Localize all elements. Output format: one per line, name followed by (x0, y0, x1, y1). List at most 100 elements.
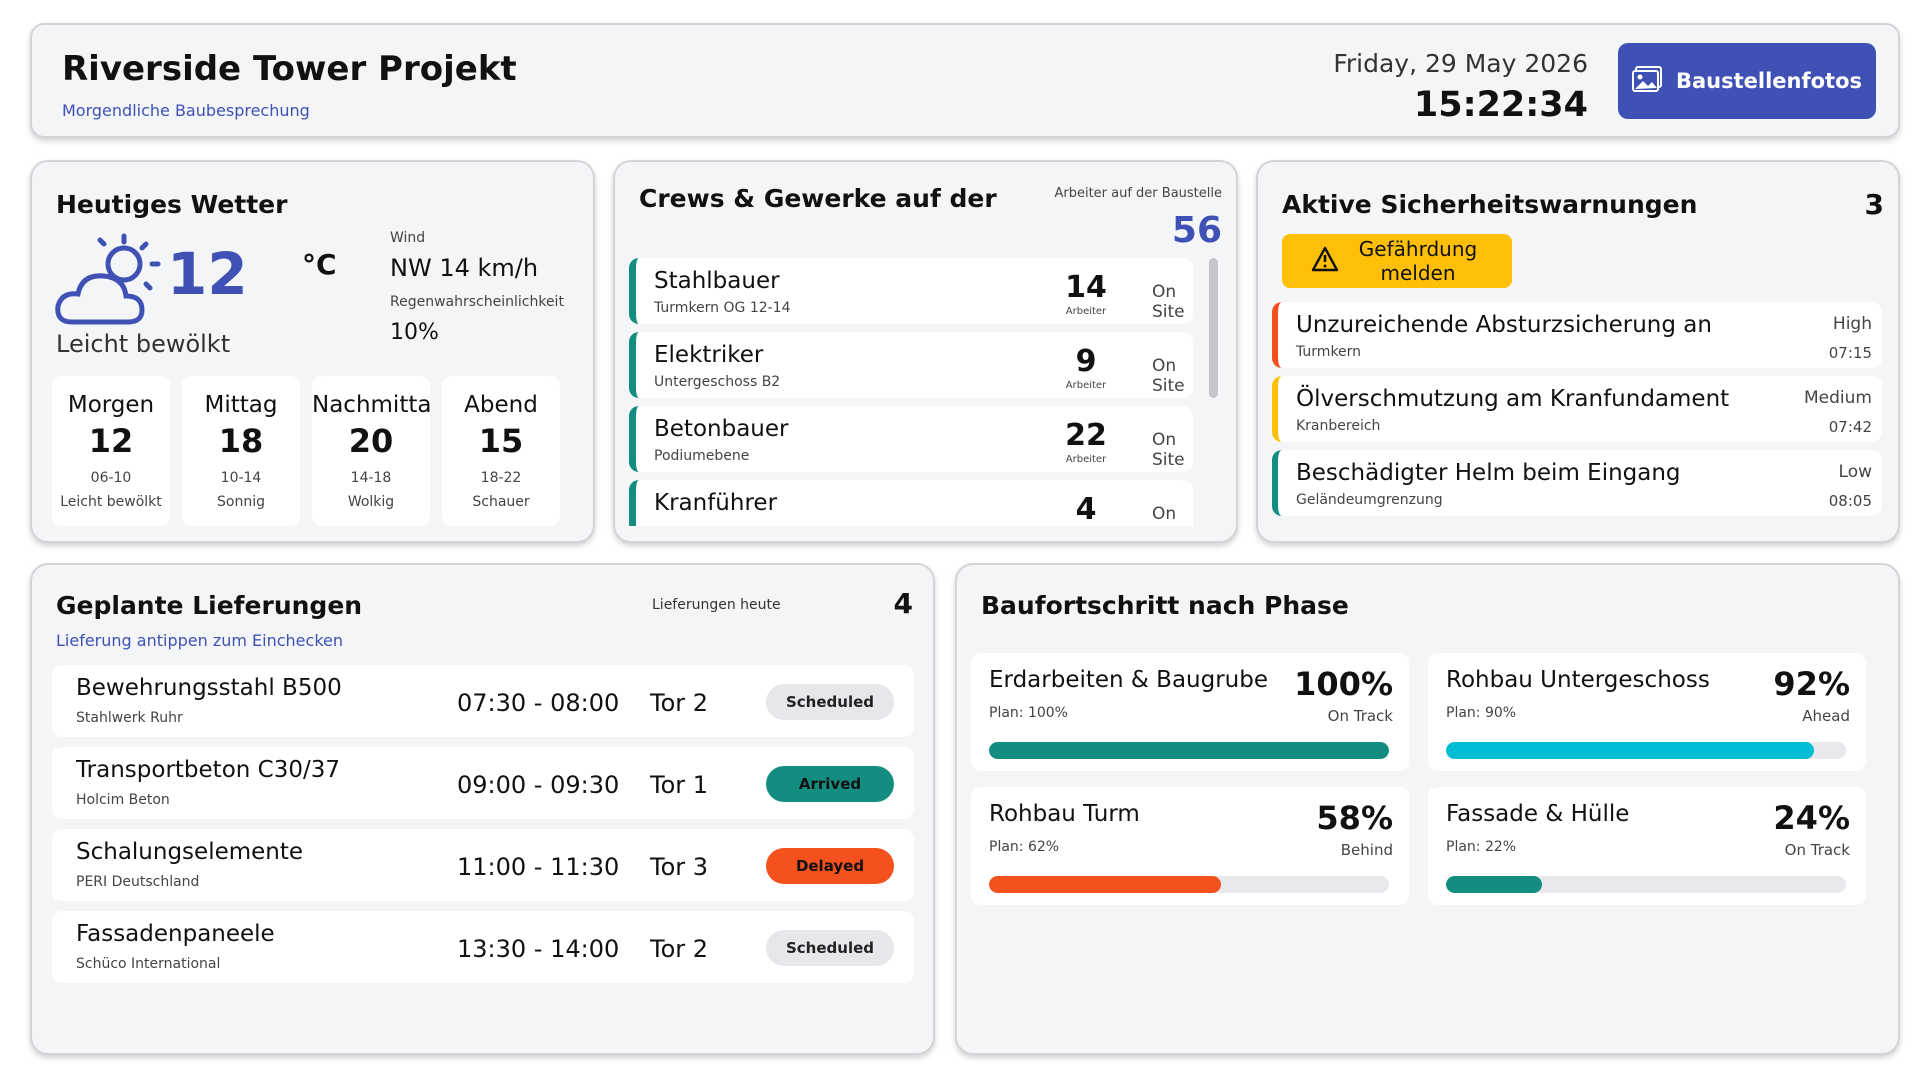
phase-progress-track (989, 742, 1389, 759)
phase-status: On Track (1784, 841, 1850, 859)
forecast-tile: Mittag 18 10-14 Sonnig (182, 376, 300, 526)
forecast-condition: Sonnig (217, 494, 265, 510)
alert-time: 07:42 (1828, 418, 1872, 436)
delivery-name: Schalungselemente (76, 839, 304, 865)
phase-name: Erdarbeiten & Baugrube (989, 667, 1269, 693)
phase-plan: Plan: 100% (989, 705, 1068, 721)
phase-percent: 100% (1294, 665, 1393, 703)
current-date: Friday, 29 May 2026 (1333, 49, 1588, 78)
delivery-supplier: PERI Deutschland (76, 874, 200, 890)
crew-row[interactable]: Elektriker Untergeschoss B2 9 Arbeiter O… (629, 332, 1193, 398)
phase-progress-track (1446, 742, 1846, 759)
crew-row[interactable]: Kranführer 4 Arbeiter On Site (629, 480, 1193, 526)
alert-location: Geländeumgrenzung (1296, 492, 1443, 508)
wind-label: Wind (390, 230, 426, 246)
forecast-tile: Morgen 12 06-10 Leicht bewölkt (52, 376, 170, 526)
forecast-temp: 20 (348, 422, 394, 460)
alert-location: Kranbereich (1296, 418, 1381, 434)
wind-value: NW 14 km/h (390, 254, 539, 282)
delivery-row[interactable]: Fassadenpaneele Schüco International 13:… (52, 911, 914, 983)
phase-progress-fill (1446, 742, 1814, 759)
crew-count-label: Arbeiter (1065, 306, 1107, 317)
crew-name: Elektriker (654, 342, 764, 368)
delivery-row[interactable]: Bewehrungsstahl B500 Stahlwerk Ruhr 07:3… (52, 665, 914, 737)
crews-title: Crews & Gewerke auf der (639, 184, 997, 213)
safety-alert-row[interactable]: Beschädigter Helm beim Eingang Geländeum… (1272, 450, 1882, 516)
current-time: 15:22:34 (1413, 85, 1588, 125)
delivery-status-badge: Delayed (766, 848, 894, 884)
alert-title: Unzureichende Absturzsicherung an (1296, 312, 1712, 338)
weather-condition: Leicht bewölkt (56, 330, 231, 358)
phase-name: Rohbau Untergeschoss (1446, 667, 1710, 693)
forecast-period: Morgen (67, 392, 155, 418)
phase-percent: 24% (1773, 799, 1850, 837)
partly-cloudy-icon (54, 230, 164, 334)
current-temperature: 12 (167, 240, 248, 308)
safety-title: Aktive Sicherheitswarnungen (1282, 190, 1698, 219)
report-hazard-button[interactable]: Gefährdung melden (1282, 234, 1512, 288)
delivery-row[interactable]: Transportbeton C30/37 Holcim Beton 09:00… (52, 747, 914, 819)
phase-status: On Track (1327, 707, 1393, 725)
deliveries-today-count: 4 (893, 587, 913, 620)
phase-card[interactable]: Rohbau Turm Plan: 62% 58% Behind (971, 787, 1409, 905)
crew-count: 14 (1065, 270, 1107, 305)
forecast-range: 06-10 (90, 470, 132, 486)
delivery-row[interactable]: Schalungselemente PERI Deutschland 11:00… (52, 829, 914, 901)
site-photos-label: Baustellenfotos (1675, 69, 1863, 93)
alert-time: 07:15 (1828, 344, 1872, 362)
phase-plan: Plan: 62% (989, 839, 1060, 855)
crew-row[interactable]: Stahlbauer Turmkern OG 12-14 14 Arbeiter… (629, 258, 1193, 324)
crews-card: Crews & Gewerke auf der Arbeiter auf der… (613, 160, 1238, 543)
alert-severity: High (1832, 314, 1872, 334)
workers-on-site-label: Arbeiter auf der Baustelle (1054, 186, 1222, 201)
crews-scrollbar[interactable] (1209, 258, 1218, 398)
deliveries-title: Geplante Lieferungen (56, 591, 363, 620)
rain-label: Regenwahrscheinlichkeit (390, 294, 564, 310)
alert-title: Beschädigter Helm beim Eingang (1296, 460, 1681, 486)
phase-status: Behind (1340, 841, 1393, 859)
forecast-condition: Schauer (472, 494, 530, 510)
workers-on-site-count: 56 (1171, 210, 1222, 251)
crew-status: On Site (1152, 282, 1185, 322)
warning-triangle-icon (1311, 246, 1339, 276)
delivery-status-badge: Scheduled (766, 684, 894, 720)
crews-list[interactable]: Stahlbauer Turmkern OG 12-14 14 Arbeiter… (629, 258, 1205, 526)
phase-progress-fill (989, 742, 1389, 759)
delivery-supplier: Schüco International (76, 956, 221, 972)
crew-count-label: Arbeiter (1065, 454, 1107, 465)
forecast-condition: Leicht bewölkt (60, 494, 162, 510)
delivery-name: Bewehrungsstahl B500 (76, 675, 342, 701)
delivery-window: 09:00 - 09:30 (457, 771, 620, 799)
weather-card: Heutiges Wetter 12 °C Leicht bewölkt Win… (30, 160, 595, 543)
temperature-unit: °C (302, 248, 337, 281)
phase-card[interactable]: Rohbau Untergeschoss Plan: 90% 92% Ahead (1428, 653, 1866, 771)
header-bar: Riverside Tower Projekt Morgendliche Bau… (30, 23, 1900, 138)
crew-count: 9 (1075, 344, 1097, 379)
crew-location: Podiumebene (654, 448, 750, 464)
phase-progress-track (989, 876, 1389, 893)
crew-location: Untergeschoss B2 (654, 374, 781, 390)
phase-status: Ahead (1802, 707, 1850, 725)
delivery-gate: Tor 2 (650, 935, 709, 963)
phase-card[interactable]: Erdarbeiten & Baugrube Plan: 100% 100% O… (971, 653, 1409, 771)
phase-card[interactable]: Fassade & Hülle Plan: 22% 24% On Track (1428, 787, 1866, 905)
delivery-status-badge: Scheduled (766, 930, 894, 966)
alert-time: 08:05 (1828, 492, 1872, 510)
forecast-temp: 15 (478, 422, 524, 460)
forecast-period: Nachmittag (312, 392, 430, 418)
safety-alert-row[interactable]: Ölverschmutzung am Kranfundament Kranber… (1272, 376, 1882, 442)
crew-row[interactable]: Betonbauer Podiumebene 22 Arbeiter On Si… (629, 406, 1193, 472)
forecast-period: Mittag (204, 392, 278, 418)
crew-status: On Site (1152, 356, 1185, 396)
deliveries-card: Geplante Lieferungen Lieferung antippen … (30, 563, 935, 1055)
crew-status: On Site (1152, 430, 1185, 470)
phase-percent: 58% (1316, 799, 1393, 837)
crew-location: Turmkern OG 12-14 (654, 300, 791, 316)
site-photos-button[interactable]: Baustellenfotos (1618, 43, 1876, 119)
crew-name: Betonbauer (654, 416, 789, 442)
delivery-supplier: Holcim Beton (76, 792, 170, 808)
deliveries-hint: Lieferung antippen zum Einchecken (56, 631, 343, 650)
safety-alert-row[interactable]: Unzureichende Absturzsicherung an Turmke… (1272, 302, 1882, 368)
forecast-tile: Abend 15 18-22 Schauer (442, 376, 560, 526)
phase-plan: Plan: 90% (1446, 705, 1517, 721)
